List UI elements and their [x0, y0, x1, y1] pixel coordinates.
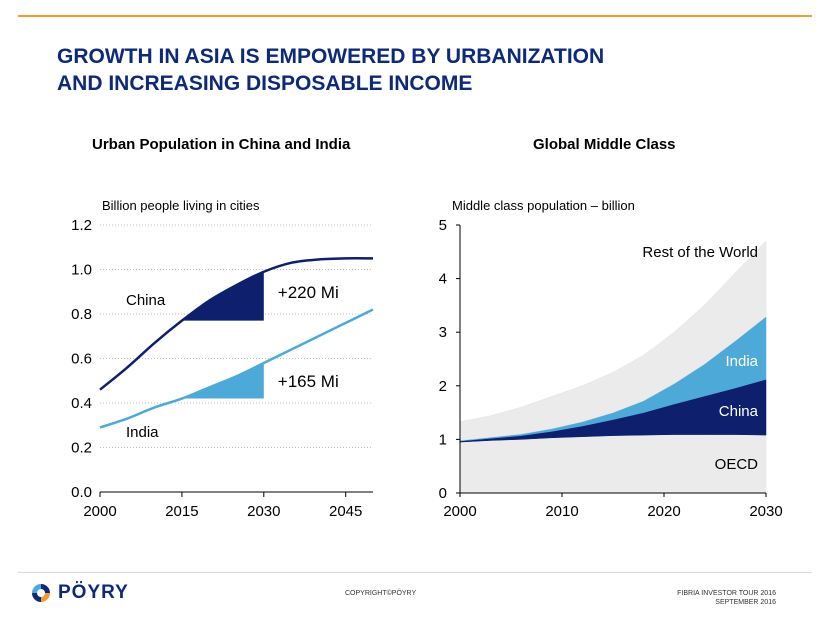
- middle-class-x-tick-label: 2020: [647, 503, 680, 520]
- event-info: FIBRIA INVESTOR TOUR 2016 SEPTEMBER 2016: [677, 589, 776, 607]
- middle-class-x-tick-label: 2000: [443, 503, 476, 520]
- middle-class-x-tick-label: 2030: [749, 503, 782, 520]
- slide-title: GROWTH IN ASIA IS EMPOWERED BY URBANIZAT…: [57, 43, 604, 97]
- urban-x-tick-label: 2000: [83, 503, 116, 520]
- middle-class-chart-title: Global Middle Class: [533, 136, 676, 153]
- event-name: FIBRIA INVESTOR TOUR 2016: [677, 590, 776, 597]
- middle-class-y-tick-label: 3: [439, 324, 447, 341]
- urban-y-tick-label: 0.2: [71, 440, 92, 457]
- urban-y-tick-label: 1.0: [71, 262, 92, 279]
- urban-growth-area-china: [181, 271, 264, 321]
- urban-y-tick-label: 0.8: [71, 306, 92, 323]
- logo-wordmark: PÖYRY: [58, 582, 129, 603]
- middle-class-y-tick-label: 1: [439, 431, 447, 448]
- middle-class-series-label-oecd: OECD: [715, 456, 759, 473]
- urban-series-label-india: India: [126, 424, 159, 441]
- urban-annotation-india: +165 Mi: [278, 372, 339, 391]
- middle-class-series-label-india: India: [725, 353, 758, 370]
- urban-y-tick-label: 1.2: [71, 217, 92, 234]
- urban-series-line-india: [99, 308, 374, 429]
- slide-title-line-2: AND INCREASING DISPOSABLE INCOME: [57, 72, 473, 95]
- middle-class-series-label-rest-of-the-world: Rest of the World: [642, 244, 758, 261]
- middle-class-x-tick-label: 2010: [545, 503, 578, 520]
- urban-y-tick-label: 0.6: [71, 351, 92, 368]
- urban-population-chart: Billion people living in cities 0.0 0.2 0.4…: [71, 198, 374, 520]
- urban-x-tick-label: 2045: [329, 503, 362, 520]
- logo-mark-icon: [32, 584, 50, 602]
- footer-rule: [18, 572, 812, 573]
- middle-class-y-tick-label: 0: [439, 485, 447, 502]
- urban-annotation-china: +220 Mi: [278, 283, 339, 302]
- urban-x-tick-label: 2030: [247, 503, 280, 520]
- urban-y-axis-label: Billion people living in cities: [102, 198, 260, 213]
- middle-class-chart: Middle class population – billion 0 1 2 3 4 5 2…: [439, 198, 783, 520]
- urban-y-tick-label: 0.4: [71, 395, 92, 412]
- middle-class-y-tick-label: 4: [439, 271, 447, 288]
- copyright-notice: COPYRIGHT©PÖYRY: [345, 590, 417, 597]
- urban-y-tick-label: 0.0: [71, 484, 92, 501]
- middle-class-y-tick-label: 5: [439, 217, 447, 234]
- middle-class-y-tick-label: 2: [439, 378, 447, 395]
- urban-growth-area-india: [181, 362, 264, 399]
- urban-series-line-china: [99, 257, 374, 391]
- middle-class-series-label-china: China: [719, 403, 759, 420]
- urban-series-label-china: China: [126, 292, 166, 309]
- top-accent-rule: [18, 15, 812, 17]
- middle-class-area-rest-of-the-world: [459, 240, 767, 441]
- urban-chart-title: Urban Population in China and India: [92, 136, 351, 153]
- company-logo: PÖYRY: [30, 582, 129, 604]
- slide-title-line-1: GROWTH IN ASIA IS EMPOWERED BY URBANIZAT…: [57, 45, 605, 68]
- event-date: SEPTEMBER 2016: [715, 599, 776, 606]
- urban-x-tick-label: 2015: [165, 503, 198, 520]
- middle-class-y-axis-label: Middle class population – billion: [452, 198, 635, 213]
